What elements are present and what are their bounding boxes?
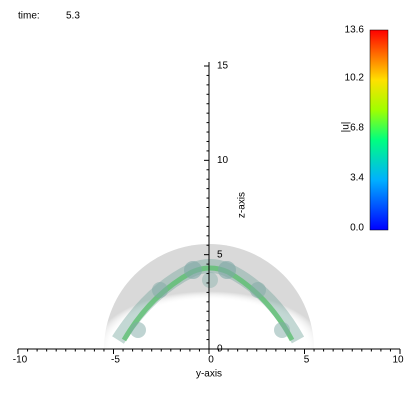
time-value: 5.3 (66, 11, 80, 22)
x-tick-label: -5 (111, 355, 120, 366)
axes (18, 62, 400, 350)
x-tick-label: 10 (392, 355, 404, 366)
x-tick-label: 5 (304, 355, 310, 366)
y-axis-label: z-axis (237, 192, 248, 218)
y-tick-label: 15 (217, 61, 229, 72)
x-tick-label: -10 (13, 355, 28, 366)
colorbar (369, 29, 389, 231)
colorbar-label: |u| (341, 122, 352, 133)
colorbar-tick-label: 0.0 (350, 223, 364, 234)
colorbar-tick-label: 6.8 (350, 123, 364, 134)
y-tick-label: 5 (217, 249, 223, 260)
x-axis-label: y-axis (196, 369, 222, 380)
colorbar-tick-label: 13.6 (345, 25, 365, 36)
colorbar-tick-label: 10.2 (345, 73, 365, 84)
time-label: time: (18, 11, 40, 22)
x-tick-label: 0 (208, 355, 214, 366)
y-tick-label: 0 (217, 344, 223, 355)
y-tick-label: 10 (217, 155, 229, 166)
colorbar-tick-label: 3.4 (350, 173, 364, 184)
